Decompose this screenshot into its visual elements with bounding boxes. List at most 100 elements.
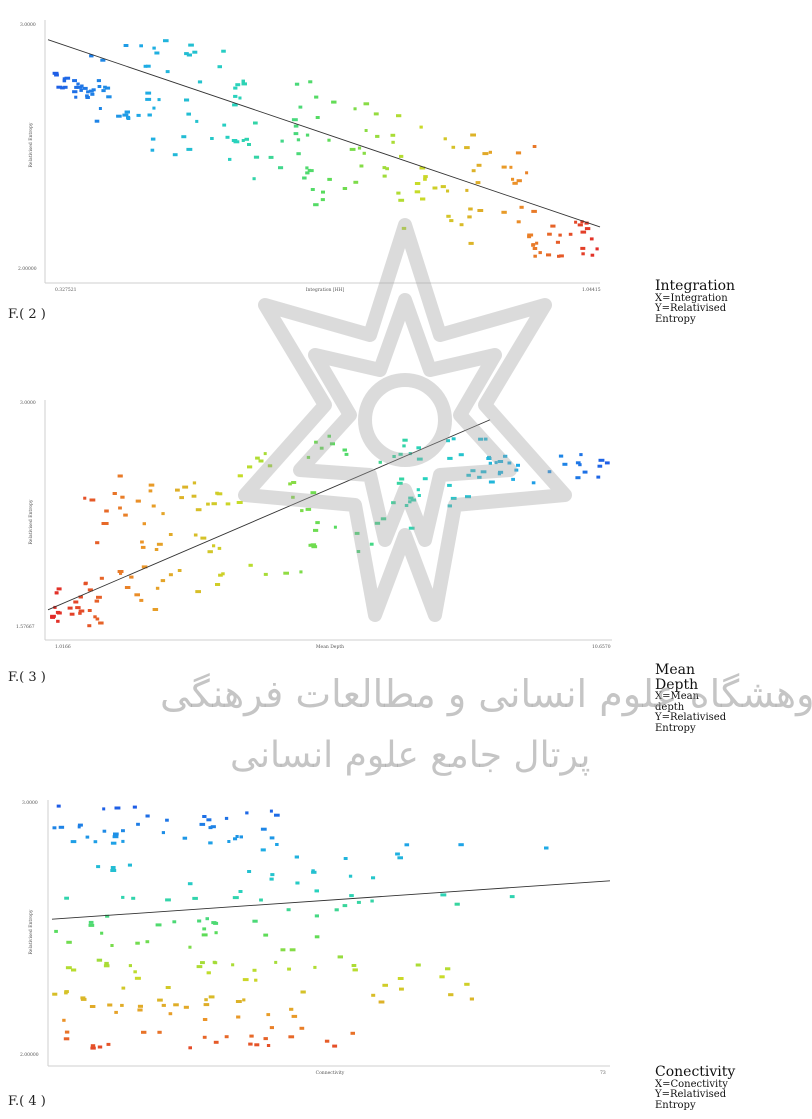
data-point [89, 54, 94, 58]
data-point [161, 831, 165, 835]
data-point [145, 97, 152, 101]
data-point [212, 544, 216, 548]
data-point [233, 86, 238, 90]
data-point [311, 545, 318, 549]
data-point [597, 464, 603, 468]
data-point [370, 899, 374, 903]
data-point [314, 440, 318, 444]
data-point [447, 483, 452, 487]
data-point [211, 921, 217, 925]
data-point [154, 548, 159, 551]
data-point [104, 509, 109, 513]
data-point [458, 453, 464, 457]
data-point [423, 175, 428, 179]
data-point [76, 85, 83, 89]
data-point [396, 481, 403, 485]
legend-x: X=Mean depth [655, 691, 700, 713]
data-point [74, 85, 78, 89]
data-point [188, 43, 194, 47]
data-point [509, 895, 515, 899]
data-point [353, 107, 357, 111]
data-point [302, 176, 307, 180]
data-point [568, 232, 573, 236]
data-point [136, 113, 141, 117]
data-point [155, 586, 160, 590]
data-point [145, 940, 150, 944]
data-point [371, 876, 376, 880]
data-point [192, 896, 198, 900]
data-point [451, 145, 456, 149]
data-point [448, 993, 454, 997]
y-tick-min: 1.57667 [16, 624, 35, 630]
data-point [184, 52, 189, 56]
data-point [148, 489, 153, 493]
data-point [139, 598, 144, 602]
data-point [253, 121, 258, 125]
data-point [218, 573, 223, 577]
data-point [123, 44, 129, 47]
data-point [294, 855, 299, 859]
data-point [206, 502, 210, 506]
trend-line [47, 39, 601, 228]
data-point [101, 89, 106, 93]
data-point [531, 243, 535, 247]
data-point [203, 1003, 210, 1007]
x-tick-max: 73 [600, 1070, 606, 1076]
data-point [134, 976, 141, 980]
data-point [509, 165, 513, 169]
watermark-text-primary: پژوهشگاه علوم انسانی و مطالعات فرهنگی [160, 672, 812, 716]
data-point [154, 51, 160, 55]
data-point [206, 818, 212, 822]
data-point [440, 893, 447, 897]
data-point [172, 920, 177, 924]
data-point [233, 140, 240, 144]
data-point [192, 481, 197, 485]
data-point [114, 806, 121, 810]
data-point [286, 908, 291, 912]
data-point [432, 186, 438, 190]
data-point [70, 840, 77, 844]
data-point [160, 579, 166, 583]
data-point [88, 920, 94, 924]
data-point [296, 152, 301, 156]
data-point [165, 986, 171, 989]
data-point [75, 606, 81, 610]
data-point [295, 881, 300, 885]
data-point [184, 98, 190, 102]
data-point [105, 914, 110, 918]
data-point [464, 982, 470, 986]
data-point [402, 444, 406, 448]
data-point [95, 541, 100, 545]
data-point [60, 86, 65, 90]
data-point [546, 253, 552, 257]
data-point [580, 246, 586, 250]
figure-label: F.( 4 ) [8, 1094, 46, 1109]
data-point [445, 967, 451, 971]
x-axis-label: Integration [HH] [306, 287, 345, 293]
data-point [157, 1030, 162, 1034]
data-point [414, 190, 421, 194]
data-point [137, 1004, 143, 1008]
data-point [538, 251, 542, 255]
data-point [595, 247, 599, 251]
data-point [446, 189, 450, 193]
data-point [73, 600, 79, 604]
data-point [280, 139, 284, 143]
data-point [532, 145, 537, 148]
data-point [410, 498, 417, 502]
data-point [396, 114, 402, 118]
data-point [187, 882, 193, 886]
trend-line [51, 880, 611, 920]
y-tick-max: 3.0000 [22, 800, 38, 806]
data-point [80, 997, 87, 1001]
data-point [268, 155, 274, 159]
data-point [399, 477, 405, 481]
data-point [100, 58, 106, 62]
data-point [182, 485, 189, 489]
data-point [589, 237, 594, 241]
data-point [369, 542, 374, 546]
data-point [307, 168, 311, 172]
data-point [514, 468, 519, 472]
data-point [177, 569, 182, 572]
data-point [342, 187, 348, 190]
